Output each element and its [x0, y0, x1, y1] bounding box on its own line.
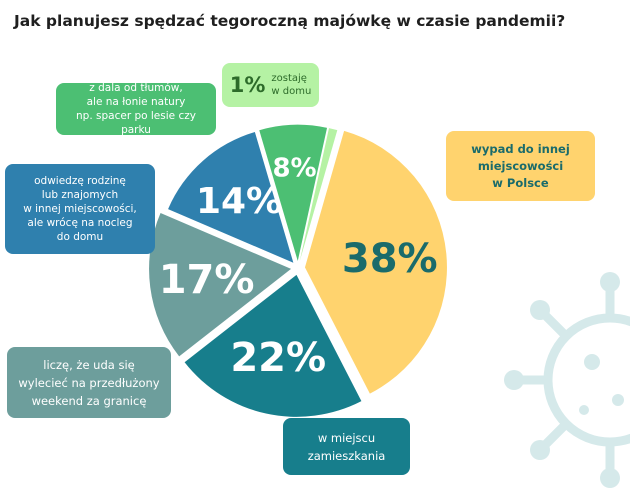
pie-slice: [149, 212, 292, 357]
callout-visit-family-line: lub znajomych: [41, 189, 119, 201]
callout-visit-family-line: odwiedzę rodzinę: [34, 175, 126, 187]
chart-title: Jak planujesz spędzać tegoroczną majówkę…: [14, 12, 566, 30]
callout-stay-home: 1% zostaję w domu: [222, 63, 319, 107]
callout-abroad-line: wylecieć na przedłużony: [18, 375, 160, 390]
pie-slice-value-label: 17%: [159, 257, 255, 303]
callout-trip-poland: wypad do innej miejscowości w Polsce: [446, 131, 595, 201]
pie-slice-value-label: 14%: [196, 181, 282, 222]
callout-nature-line: z dala od tłumów,: [89, 82, 183, 94]
callout-stay-home-line: w domu: [271, 86, 312, 97]
pie-slice: [304, 130, 447, 394]
pie-slice-value-label: 38%: [342, 236, 438, 282]
callout-nature-line: np. spacer po lesie czy parku: [76, 110, 196, 136]
callout-visit-family-line: w innej miejscowości,: [23, 203, 137, 215]
pie-slice: [299, 128, 338, 262]
callout-at-home-city: w miejscu zamieszkania: [283, 418, 410, 475]
callout-stay-home-pct: 1%: [229, 73, 266, 97]
pie-slice: [259, 124, 328, 262]
callout-visit-family-line: ale wrócę na nocleg: [27, 217, 133, 229]
pie-slice-value-label: 22%: [230, 335, 326, 381]
callout-abroad-line: liczę, że uda się: [43, 357, 135, 372]
callout-visit-family-line: do domu: [56, 231, 104, 243]
callout-abroad: liczę, że uda się wylecieć na przedłużon…: [7, 347, 171, 418]
callout-stay-home-line: zostaję: [271, 73, 307, 84]
callout-at-home-city-line: w miejscu: [317, 430, 376, 445]
callout-trip-poland-line: wypad do innej: [471, 141, 570, 156]
pie-slice: [168, 131, 294, 263]
callout-trip-poland-line: miejscowości: [477, 158, 564, 173]
pie-slice-value-label: 8%: [272, 153, 316, 183]
callout-nature: z dala od tłumów, ale na łonie natury np…: [56, 82, 216, 136]
callout-nature-line: ale na łonie natury: [86, 96, 186, 108]
callout-at-home-city-line: zamieszkania: [307, 448, 386, 463]
callout-trip-poland-line: w Polsce: [492, 175, 549, 190]
pie-slice: [184, 274, 362, 417]
coronavirus-icon: [504, 272, 630, 488]
callout-visit-family: odwiedzę rodzinę lub znajomych w innej m…: [5, 164, 155, 254]
callout-abroad-line: weekend za granicę: [31, 393, 147, 408]
